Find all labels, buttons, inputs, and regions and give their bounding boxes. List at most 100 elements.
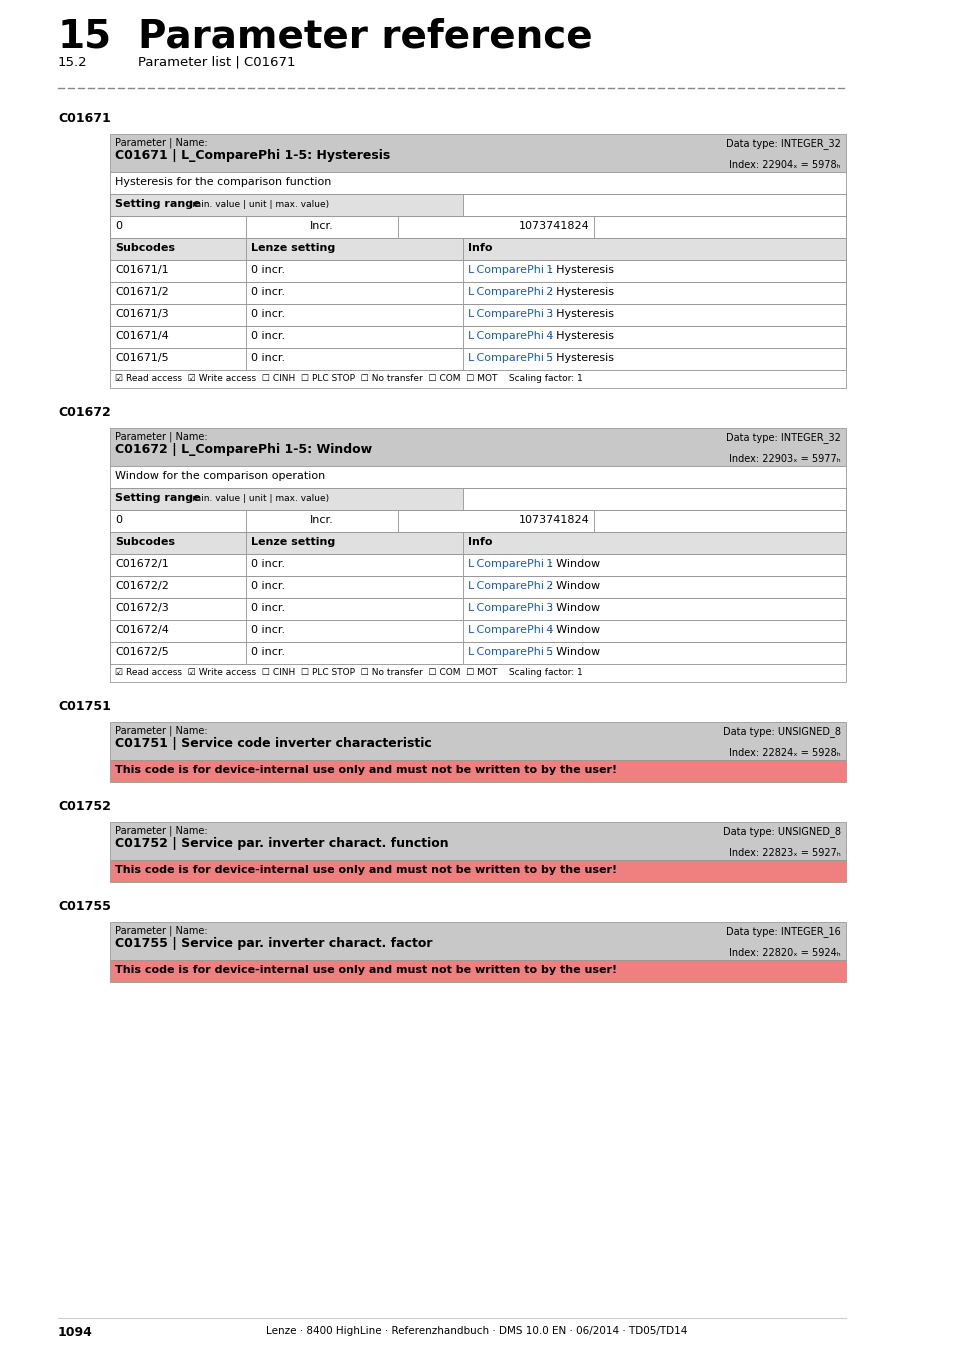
Text: 1073741824: 1073741824 [518, 221, 589, 231]
Text: Index: 22820ₓ = 5924ₕ: Index: 22820ₓ = 5924ₕ [729, 948, 841, 958]
Bar [463, 282, 845, 304]
Bar [110, 598, 845, 620]
Bar [246, 620, 463, 643]
Bar [110, 370, 845, 387]
Bar [463, 238, 845, 261]
Bar [463, 261, 845, 282]
Text: : Window: : Window [549, 647, 600, 657]
Text: C01755: C01755 [58, 900, 111, 913]
Text: 15.2: 15.2 [58, 55, 88, 69]
Bar [110, 643, 246, 664]
Text: C01671/1: C01671/1 [115, 265, 169, 275]
Text: C01671/5: C01671/5 [115, 352, 169, 363]
Text: : Window: : Window [549, 603, 600, 613]
Text: Subcodes: Subcodes [115, 243, 174, 252]
Text: Data type: INTEGER_16: Data type: INTEGER_16 [725, 926, 841, 937]
Text: Index: 22903ₓ = 5977ₕ: Index: 22903ₓ = 5977ₕ [729, 454, 841, 464]
Bar [110, 134, 845, 171]
Text: C01672/4: C01672/4 [115, 625, 169, 634]
Text: ☑ Read access  ☑ Write access  ☐ CINH  ☐ PLC STOP  ☐ No transfer  ☐ COM  ☐ MOT  : ☑ Read access ☑ Write access ☐ CINH ☐ PL… [115, 374, 582, 383]
Text: 15: 15 [58, 18, 112, 55]
Text: Parameter | Name:: Parameter | Name: [115, 138, 208, 148]
Bar [110, 760, 845, 782]
Text: This code is for device-internal use only and must not be written to by the user: This code is for device-internal use onl… [115, 765, 617, 775]
Text: C01672 | L_ComparePhi 1-5: Window: C01672 | L_ComparePhi 1-5: Window [115, 443, 372, 456]
Text: 0: 0 [115, 221, 122, 231]
Text: Parameter | Name:: Parameter | Name: [115, 826, 208, 837]
Bar [593, 510, 845, 532]
Bar [246, 348, 463, 370]
Text: 0 incr.: 0 incr. [251, 559, 285, 568]
Text: (min. value | unit | max. value): (min. value | unit | max. value) [186, 494, 329, 504]
Text: L ComparePhi 2: L ComparePhi 2 [468, 580, 553, 591]
Bar [246, 510, 397, 532]
Bar [110, 325, 246, 348]
Text: Incr.: Incr. [310, 221, 334, 231]
Bar [110, 194, 463, 216]
Text: Parameter | Name:: Parameter | Name: [115, 726, 208, 737]
Text: Lenze · 8400 HighLine · Referenzhandbuch · DMS 10.0 EN · 06/2014 · TD05/TD14: Lenze · 8400 HighLine · Referenzhandbuch… [266, 1326, 687, 1336]
Text: : Hysteresis: : Hysteresis [549, 288, 614, 297]
Bar [246, 304, 463, 325]
Text: Window for the comparison operation: Window for the comparison operation [115, 471, 325, 481]
Bar [110, 238, 845, 261]
Text: L ComparePhi 5: L ComparePhi 5 [468, 352, 553, 363]
Text: L ComparePhi 1: L ComparePhi 1 [468, 559, 553, 568]
Text: L ComparePhi 4: L ComparePhi 4 [468, 625, 553, 634]
Text: Parameter list | C01671: Parameter list | C01671 [138, 55, 295, 69]
Text: Data type: INTEGER_32: Data type: INTEGER_32 [725, 432, 841, 443]
Text: Data type: INTEGER_32: Data type: INTEGER_32 [725, 138, 841, 148]
Bar [110, 510, 246, 532]
Text: C01752: C01752 [58, 801, 111, 813]
Bar [110, 348, 246, 370]
Bar [110, 261, 246, 282]
Text: C01755 | Service par. inverter charact. factor: C01755 | Service par. inverter charact. … [115, 937, 432, 950]
Text: L ComparePhi 3: L ComparePhi 3 [468, 309, 553, 319]
Text: Index: 22823ₓ = 5927ₕ: Index: 22823ₓ = 5927ₕ [728, 848, 841, 859]
Text: C01672/1: C01672/1 [115, 559, 169, 568]
Bar [110, 576, 246, 598]
Text: 0 incr.: 0 incr. [251, 647, 285, 657]
Text: 0 incr.: 0 incr. [251, 331, 285, 342]
Text: C01672/3: C01672/3 [115, 603, 169, 613]
Text: Incr.: Incr. [310, 514, 334, 525]
Text: : Window: : Window [549, 625, 600, 634]
Bar [246, 238, 463, 261]
Text: : Window: : Window [549, 559, 600, 568]
Text: L ComparePhi 4: L ComparePhi 4 [468, 331, 553, 342]
Text: Setting range: Setting range [115, 198, 200, 209]
Text: C01751: C01751 [58, 701, 111, 713]
Bar [110, 466, 845, 487]
Bar [110, 822, 845, 860]
Text: 1094: 1094 [58, 1326, 92, 1339]
Bar [463, 532, 845, 553]
Bar [593, 216, 845, 238]
Text: C01671/4: C01671/4 [115, 331, 169, 342]
Bar [463, 598, 845, 620]
Bar [110, 261, 845, 282]
Bar [110, 598, 246, 620]
Bar [397, 216, 593, 238]
Bar [110, 428, 845, 466]
Bar [463, 304, 845, 325]
Bar [463, 620, 845, 643]
Text: L ComparePhi 2: L ComparePhi 2 [468, 288, 553, 297]
Text: Lenze setting: Lenze setting [251, 243, 335, 252]
Text: ☑ Read access  ☑ Write access  ☐ CINH  ☐ PLC STOP  ☐ No transfer  ☐ COM  ☐ MOT  : ☑ Read access ☑ Write access ☐ CINH ☐ PL… [115, 668, 582, 676]
Bar [110, 554, 845, 576]
Bar [246, 216, 397, 238]
Bar [110, 216, 845, 238]
Bar [110, 194, 845, 216]
Text: Data type: UNSIGNED_8: Data type: UNSIGNED_8 [722, 726, 841, 737]
Bar [463, 554, 845, 576]
Text: (min. value | unit | max. value): (min. value | unit | max. value) [186, 200, 329, 209]
Text: L ComparePhi 1: L ComparePhi 1 [468, 265, 553, 275]
Text: 0: 0 [115, 514, 122, 525]
Bar [110, 554, 246, 576]
Bar [463, 348, 845, 370]
Bar [463, 487, 845, 510]
Text: 0 incr.: 0 incr. [251, 352, 285, 363]
Text: : Hysteresis: : Hysteresis [549, 309, 614, 319]
Text: 0 incr.: 0 incr. [251, 580, 285, 591]
Bar [110, 487, 845, 510]
